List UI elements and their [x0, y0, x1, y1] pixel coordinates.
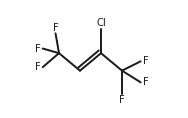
Text: F: F [143, 56, 149, 66]
Text: Cl: Cl [96, 18, 106, 28]
Text: F: F [53, 23, 58, 33]
Text: F: F [143, 77, 149, 87]
Text: F: F [35, 62, 40, 72]
Text: F: F [35, 44, 40, 53]
Text: F: F [119, 95, 125, 105]
